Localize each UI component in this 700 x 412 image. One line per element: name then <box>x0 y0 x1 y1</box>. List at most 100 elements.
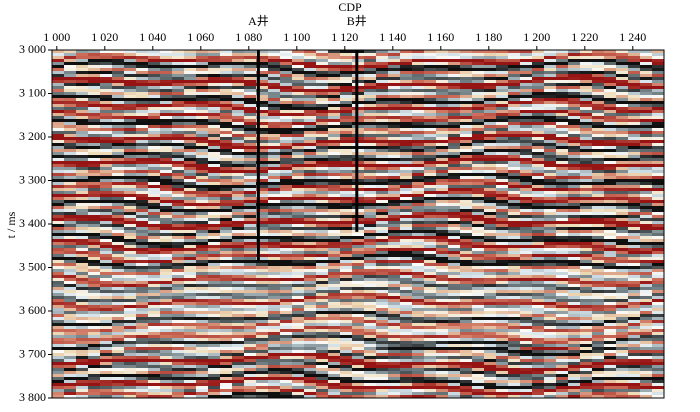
amplitude-cell <box>160 179 173 183</box>
amplitude-cell <box>424 230 437 234</box>
amplitude-cell <box>316 140 329 144</box>
amplitude-cell <box>460 56 473 60</box>
amplitude-cell <box>364 182 377 186</box>
amplitude-cell <box>184 59 197 63</box>
amplitude-cell <box>400 128 413 132</box>
amplitude-cell <box>604 206 617 210</box>
amplitude-cell <box>412 320 425 324</box>
amplitude-cell <box>208 299 221 303</box>
amplitude-cell <box>232 272 245 276</box>
amplitude-cell <box>88 308 101 312</box>
amplitude-cell <box>256 194 269 198</box>
amplitude-cell <box>64 92 77 96</box>
amplitude-cell <box>316 185 329 189</box>
amplitude-cell <box>220 77 233 81</box>
amplitude-cell <box>328 104 341 108</box>
amplitude-cell <box>244 74 257 78</box>
amplitude-cell <box>328 311 341 315</box>
amplitude-cell <box>580 161 593 165</box>
amplitude-cell <box>160 293 173 297</box>
amplitude-cell <box>340 221 353 225</box>
amplitude-cell <box>100 83 113 87</box>
amplitude-cell <box>592 182 605 186</box>
amplitude-cell <box>244 98 257 102</box>
amplitude-cell <box>52 62 65 66</box>
amplitude-cell <box>268 137 281 141</box>
amplitude-cell <box>484 74 497 78</box>
amplitude-cell <box>640 338 653 342</box>
amplitude-cell <box>604 50 617 54</box>
amplitude-cell <box>640 302 653 306</box>
amplitude-cell <box>376 284 389 288</box>
amplitude-cell <box>424 266 437 270</box>
amplitude-cell <box>616 302 629 306</box>
amplitude-cell <box>568 188 581 192</box>
amplitude-cell <box>328 101 341 105</box>
amplitude-cell <box>316 68 329 72</box>
amplitude-cell <box>124 104 137 108</box>
amplitude-cell <box>592 170 605 174</box>
amplitude-cell <box>76 287 89 291</box>
amplitude-cell <box>340 83 353 87</box>
amplitude-cell <box>256 137 269 141</box>
amplitude-cell <box>172 314 185 318</box>
amplitude-cell <box>100 260 113 264</box>
amplitude-cell <box>100 239 113 243</box>
amplitude-cell <box>592 83 605 87</box>
amplitude-cell <box>460 146 473 150</box>
amplitude-cell <box>328 212 341 216</box>
amplitude-cell <box>376 221 389 225</box>
amplitude-cell <box>316 338 329 342</box>
amplitude-cell <box>640 221 653 225</box>
amplitude-cell <box>628 230 641 234</box>
amplitude-cell <box>280 131 293 135</box>
amplitude-cell <box>652 74 665 78</box>
amplitude-cell <box>148 320 161 324</box>
amplitude-cell <box>568 122 581 126</box>
amplitude-cell <box>508 161 521 165</box>
amplitude-cell <box>556 272 569 276</box>
amplitude-cell <box>220 290 233 294</box>
amplitude-cell <box>244 287 257 291</box>
amplitude-cell <box>292 104 305 108</box>
amplitude-cell <box>484 188 497 192</box>
amplitude-cell <box>232 236 245 240</box>
amplitude-cell <box>472 209 485 213</box>
amplitude-cell <box>88 236 101 240</box>
amplitude-cell <box>532 107 545 111</box>
amplitude-cell <box>544 56 557 60</box>
amplitude-cell <box>208 98 221 102</box>
amplitude-cell <box>484 62 497 66</box>
amplitude-cell <box>520 83 533 87</box>
amplitude-cell <box>328 86 341 90</box>
amplitude-cell <box>616 341 629 345</box>
amplitude-cell <box>592 116 605 120</box>
amplitude-cell <box>556 161 569 165</box>
amplitude-cell <box>448 176 461 180</box>
amplitude-cell <box>244 161 257 165</box>
amplitude-cell <box>412 143 425 147</box>
amplitude-cell <box>604 77 617 81</box>
amplitude-cell <box>400 212 413 216</box>
amplitude-cell <box>148 83 161 87</box>
amplitude-cell <box>508 299 521 303</box>
amplitude-cell <box>208 59 221 63</box>
amplitude-cell <box>52 248 65 252</box>
amplitude-cell <box>136 260 149 264</box>
amplitude-cell <box>136 128 149 132</box>
amplitude-cell <box>448 56 461 60</box>
amplitude-cell <box>316 62 329 66</box>
amplitude-cell <box>136 320 149 324</box>
amplitude-cell <box>412 137 425 141</box>
amplitude-cell <box>400 56 413 60</box>
amplitude-cell <box>280 185 293 189</box>
amplitude-cell <box>400 185 413 189</box>
amplitude-cell <box>568 311 581 315</box>
amplitude-cell <box>172 221 185 225</box>
amplitude-cell <box>220 305 233 309</box>
amplitude-cell <box>436 167 449 171</box>
amplitude-cell <box>388 278 401 282</box>
amplitude-cell <box>544 302 557 306</box>
amplitude-cell <box>220 86 233 90</box>
amplitude-cell <box>124 317 137 321</box>
